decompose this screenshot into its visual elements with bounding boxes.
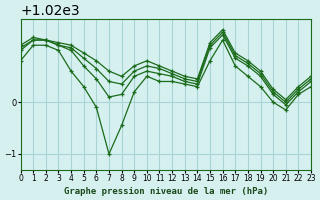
X-axis label: Graphe pression niveau de la mer (hPa): Graphe pression niveau de la mer (hPa) xyxy=(64,187,268,196)
